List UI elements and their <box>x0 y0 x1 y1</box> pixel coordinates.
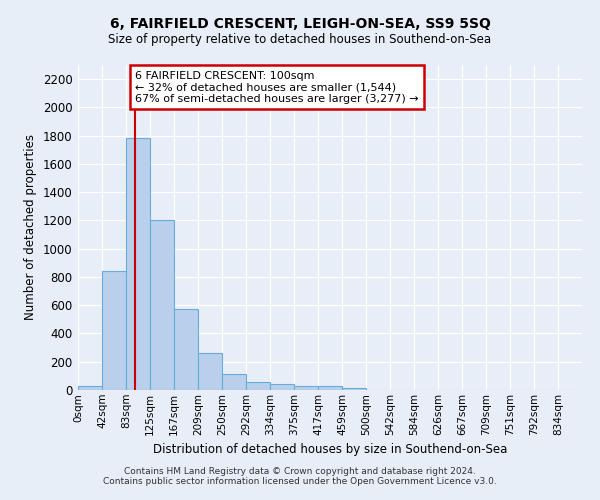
Text: 6 FAIRFIELD CRESCENT: 100sqm
← 32% of detached houses are smaller (1,544)
67% of: 6 FAIRFIELD CRESCENT: 100sqm ← 32% of de… <box>135 70 419 104</box>
Bar <box>270 384 294 390</box>
Text: Contains public sector information licensed under the Open Government Licence v3: Contains public sector information licen… <box>103 477 497 486</box>
Text: Size of property relative to detached houses in Southend-on-Sea: Size of property relative to detached ho… <box>109 32 491 46</box>
Bar <box>78 386 102 390</box>
Bar <box>126 138 150 390</box>
Bar <box>246 382 270 390</box>
Bar <box>342 388 366 390</box>
Bar <box>150 220 174 390</box>
Bar <box>222 374 246 390</box>
Y-axis label: Number of detached properties: Number of detached properties <box>24 134 37 320</box>
Text: Contains HM Land Registry data © Crown copyright and database right 2024.: Contains HM Land Registry data © Crown c… <box>124 467 476 476</box>
Bar <box>174 308 198 390</box>
Bar <box>318 386 342 390</box>
X-axis label: Distribution of detached houses by size in Southend-on-Sea: Distribution of detached houses by size … <box>153 443 507 456</box>
Text: 6, FAIRFIELD CRESCENT, LEIGH-ON-SEA, SS9 5SQ: 6, FAIRFIELD CRESCENT, LEIGH-ON-SEA, SS9… <box>110 18 490 32</box>
Bar <box>294 386 318 390</box>
Bar <box>102 272 126 390</box>
Bar <box>198 354 222 390</box>
